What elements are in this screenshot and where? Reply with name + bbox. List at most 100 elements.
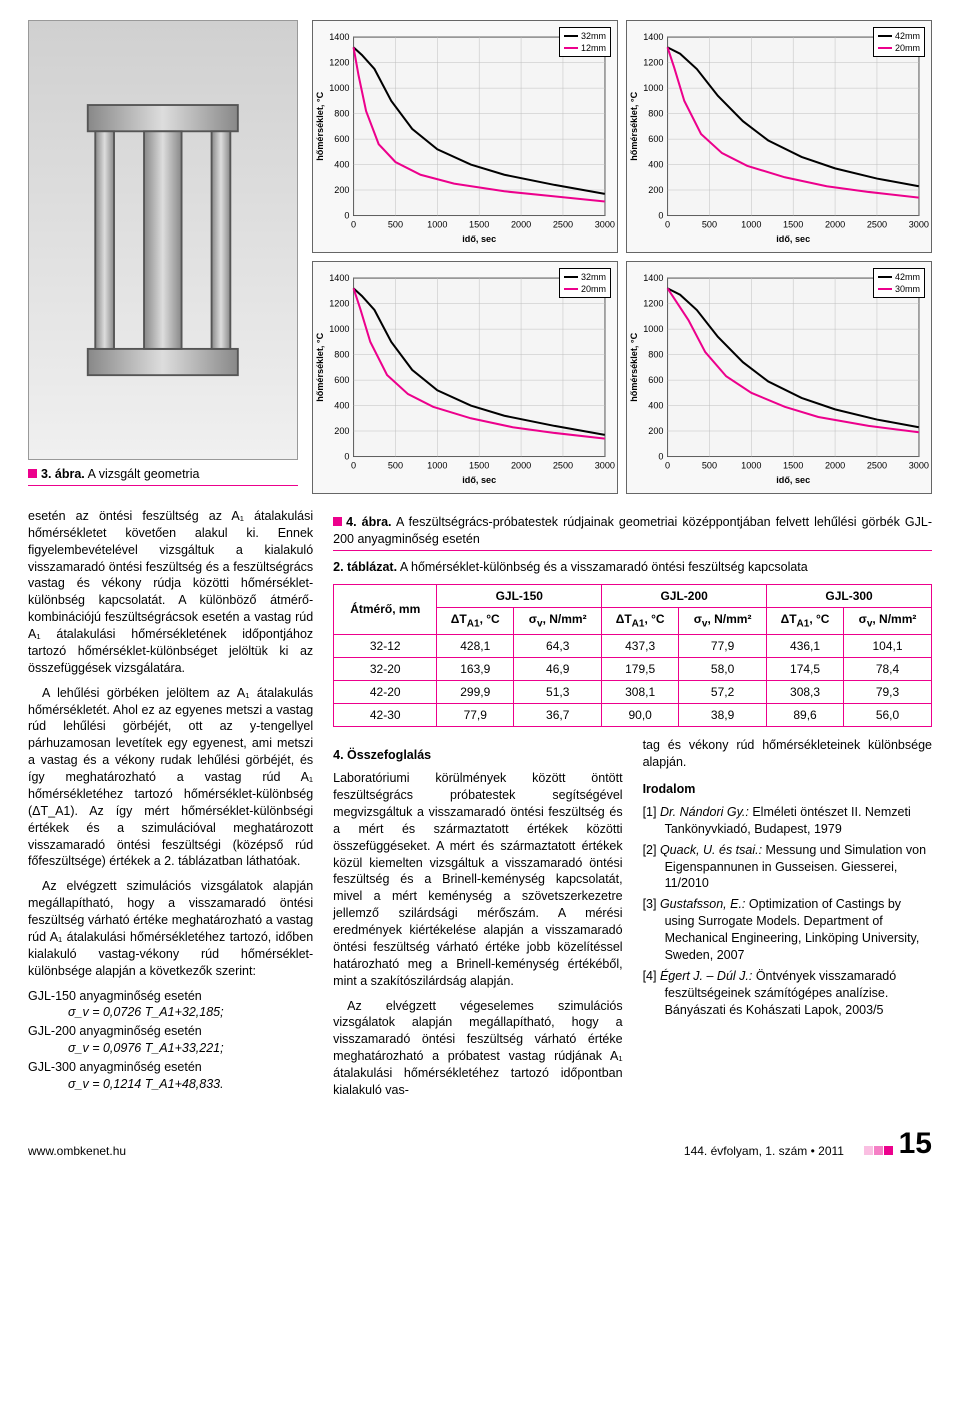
chart-legend: 32mm12mm — [559, 27, 611, 57]
svg-text:idő, sec: idő, sec — [462, 234, 496, 244]
svg-text:600: 600 — [334, 375, 349, 385]
svg-text:200: 200 — [334, 426, 349, 436]
svg-text:0: 0 — [344, 211, 349, 221]
svg-text:3000: 3000 — [909, 461, 929, 471]
svg-text:3000: 3000 — [595, 461, 615, 471]
equation-block: GJL-200 anyagminőség esetén σ_v = 0,0976… — [28, 1023, 313, 1057]
reference-item: [1] Dr. Nándori Gy.: Elméleti öntészet I… — [643, 804, 932, 838]
footer-url: www.ombkenet.hu — [28, 1143, 126, 1159]
caption-rule — [28, 485, 298, 486]
para: Az elvégzett szimulációs vizsgálatok ala… — [28, 878, 313, 979]
references-list: [1] Dr. Nándori Gy.: Elméleti öntészet I… — [643, 804, 932, 1019]
figure-3-caption: 3. ábra. A vizsgált geometria — [28, 466, 298, 483]
svg-text:1000: 1000 — [643, 324, 663, 334]
svg-text:hőmérséklet, °C: hőmérséklet, °C — [629, 91, 639, 160]
column-1: esetén az öntési feszültség az A₁ átalak… — [28, 508, 313, 1107]
svg-text:600: 600 — [648, 375, 663, 385]
svg-text:0: 0 — [351, 461, 356, 471]
svg-text:1000: 1000 — [329, 83, 349, 93]
figure-3-label: 3. ábra. — [41, 467, 85, 481]
svg-text:2500: 2500 — [553, 220, 573, 230]
svg-text:1000: 1000 — [329, 324, 349, 334]
columns-2-3-wrapper: 4. ábra. A feszültségrács-próbatestek rú… — [333, 508, 932, 1107]
svg-text:0: 0 — [351, 220, 356, 230]
figure-3-column: 3. ábra. A vizsgált geometria — [28, 20, 298, 494]
geometry-illustration — [69, 43, 257, 437]
svg-text:1200: 1200 — [643, 58, 663, 68]
svg-text:2000: 2000 — [511, 220, 531, 230]
para: esetén az öntési feszültség az A₁ átalak… — [28, 508, 313, 677]
table-2: Átmérő, mmGJL-150GJL-200GJL-300ΔTA1, °Cσ… — [333, 584, 932, 728]
svg-text:hőmérséklet, °C: hőmérséklet, °C — [315, 91, 325, 160]
table-2-data: Átmérő, mmGJL-150GJL-200GJL-300ΔTA1, °Cσ… — [333, 584, 932, 728]
svg-text:2500: 2500 — [867, 220, 887, 230]
svg-text:1000: 1000 — [427, 461, 447, 471]
caption-marker-icon — [28, 469, 37, 478]
chart-legend: 42mm20mm — [873, 27, 925, 57]
svg-text:1400: 1400 — [329, 32, 349, 42]
svg-text:idő, sec: idő, sec — [776, 475, 810, 485]
para: Az elvégzett végeselemes szimulációs viz… — [333, 998, 622, 1099]
svg-text:500: 500 — [702, 220, 717, 230]
svg-text:800: 800 — [334, 350, 349, 360]
caption-marker-icon — [333, 517, 342, 526]
figure-3-text: A vizsgált geometria — [88, 467, 200, 481]
svg-text:400: 400 — [648, 401, 663, 411]
svg-text:1500: 1500 — [783, 220, 803, 230]
page-number: 15 — [899, 1129, 932, 1159]
svg-text:hőmérséklet, °C: hőmérséklet, °C — [315, 332, 325, 401]
svg-text:600: 600 — [334, 134, 349, 144]
equation: σ_v = 0,0726 T_A1+32,185; — [68, 1004, 313, 1021]
chart-legend: 42mm30mm — [873, 268, 925, 298]
svg-text:2000: 2000 — [511, 461, 531, 471]
chart-panel: 0200400600800100012001400050010001500200… — [312, 261, 618, 494]
equation: σ_v = 0,1214 T_A1+48,833. — [68, 1076, 313, 1093]
svg-text:3000: 3000 — [909, 220, 929, 230]
svg-text:0: 0 — [344, 451, 349, 461]
chart-legend: 32mm20mm — [559, 268, 611, 298]
svg-text:1000: 1000 — [741, 461, 761, 471]
para: tag és vékony rúd hőmérsékleteinek külön… — [643, 737, 932, 771]
table-2-caption: 2. táblázat. A hőmérséklet-különbség és … — [333, 559, 932, 576]
footer-issue: 144. évfolyam, 1. szám • 2011 — [684, 1143, 844, 1159]
svg-text:400: 400 — [334, 401, 349, 411]
page-footer: www.ombkenet.hu 144. évfolyam, 1. szám •… — [28, 1129, 932, 1159]
svg-text:3000: 3000 — [595, 220, 615, 230]
para: A lehűlési görbéken jelöltem az A₁ átala… — [28, 685, 313, 871]
svg-text:1400: 1400 — [329, 273, 349, 283]
svg-text:hőmérséklet, °C: hőmérséklet, °C — [629, 332, 639, 401]
footer-right: 144. évfolyam, 1. szám • 2011 15 — [684, 1129, 932, 1159]
svg-text:idő, sec: idő, sec — [462, 475, 496, 485]
svg-text:200: 200 — [648, 426, 663, 436]
svg-text:1200: 1200 — [643, 299, 663, 309]
svg-text:800: 800 — [334, 109, 349, 119]
svg-text:2000: 2000 — [825, 220, 845, 230]
svg-text:1400: 1400 — [643, 32, 663, 42]
equation-block: GJL-300 anyagminőség esetén σ_v = 0,1214… — [28, 1059, 313, 1093]
svg-text:1500: 1500 — [469, 461, 489, 471]
figure-4-charts-grid: 0 200 400 600 800 1000 1200 1400 0 500 1000 1500 200… — [312, 20, 932, 494]
caption-rule — [333, 550, 932, 551]
svg-text:0: 0 — [665, 220, 670, 230]
svg-text:0: 0 — [665, 461, 670, 471]
reference-item: [2] Quack, U. és tsai.: Messung und Simu… — [643, 842, 932, 893]
eq-label: GJL-150 anyagminőség esetén — [28, 989, 202, 1003]
svg-text:500: 500 — [388, 220, 403, 230]
svg-text:800: 800 — [648, 350, 663, 360]
figure-3-image — [28, 20, 298, 460]
svg-text:1200: 1200 — [329, 58, 349, 68]
table-2-label: 2. táblázat. — [333, 560, 397, 574]
page-marker-icon — [863, 1143, 893, 1159]
top-figures-region: 3. ábra. A vizsgált geometria 0 200 400 600… — [28, 20, 932, 494]
chart-panel: 0200400600800100012001400050010001500200… — [626, 261, 932, 494]
equation-block: GJL-150 anyagminőség esetén σ_v = 0,0726… — [28, 988, 313, 1022]
reference-item: [3] Gustafsson, E.: Optimization of Cast… — [643, 896, 932, 964]
equation: σ_v = 0,0976 T_A1+33,221; — [68, 1040, 313, 1057]
section-heading: 4. Összefoglalás — [333, 747, 622, 764]
svg-text:1000: 1000 — [427, 220, 447, 230]
svg-text:0: 0 — [658, 211, 663, 221]
chart-panel: 0200400600800100012001400050010001500200… — [626, 20, 932, 253]
eq-label: GJL-200 anyagminőség esetén — [28, 1024, 202, 1038]
figure-4-text: A feszültségrács-próbatestek rúdjainak g… — [333, 515, 932, 546]
table-2-text: A hőmérséklet-különbség és a visszamarad… — [400, 560, 808, 574]
